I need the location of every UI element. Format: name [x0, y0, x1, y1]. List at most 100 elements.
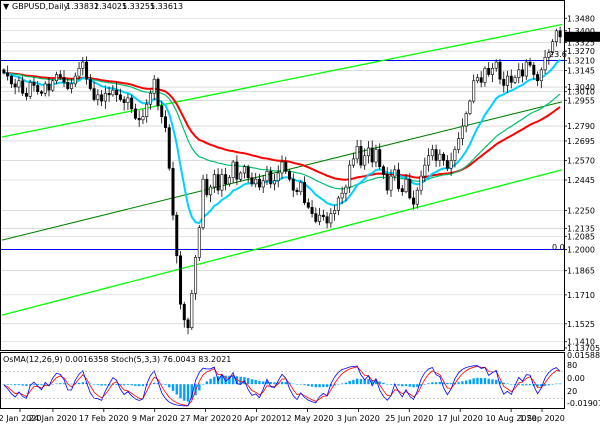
- candle-body-15: [58, 74, 62, 78]
- candle-body-109: [412, 197, 416, 205]
- price-label-17: 1.1865: [567, 267, 595, 276]
- osma-bar-36: [137, 384, 141, 387]
- osma-bar-25: [96, 384, 100, 386]
- price-label-7: 1.3010: [567, 88, 595, 97]
- osma-bar-111: [419, 384, 423, 386]
- candle-body-135: [509, 75, 513, 83]
- candle-body-43: [163, 116, 167, 128]
- time-label-0: 2 Jan 2020: [0, 414, 41, 423]
- price-label-16: 1.2000: [567, 246, 595, 255]
- osma-bar-70: [265, 381, 269, 385]
- fib-00-label: 0.0: [552, 243, 565, 252]
- price-label-12: 1.2445: [567, 176, 595, 185]
- osma-bar-113: [427, 383, 430, 385]
- osma-bar-4: [17, 384, 21, 386]
- osma-bar-61: [231, 375, 235, 385]
- candle-body-141: [532, 64, 536, 75]
- osma-bar-148: [558, 383, 562, 385]
- osma-bar-0: [2, 384, 6, 385]
- candle-body-136: [513, 77, 517, 83]
- candle-body-46: [175, 214, 179, 257]
- osma-bar-9: [36, 384, 39, 386]
- osma-bar-110: [416, 384, 419, 387]
- oscillator-pane-frame: [0, 352, 565, 409]
- candle-body-11: [43, 83, 47, 94]
- candle-body-129: [487, 67, 491, 75]
- osma-bar-40: [153, 382, 156, 385]
- osma-bar-35: [134, 384, 137, 386]
- osma-bar-46: [175, 384, 178, 395]
- candle-body-131: [494, 61, 498, 69]
- osma-bar-138: [521, 384, 524, 386]
- candle-body-22: [85, 61, 89, 80]
- candle-body-12: [47, 83, 51, 91]
- candle-body-146: [551, 41, 555, 53]
- osc-axis-max: 0.015881: [567, 351, 600, 360]
- ohlc-open: 1.33832: [66, 2, 99, 11]
- osma-bar-118: [446, 383, 449, 385]
- osma-bar-87: [329, 384, 333, 387]
- candle-body-144: [543, 57, 547, 71]
- main-pane-frame: [0, 0, 565, 351]
- candle-body-39: [148, 92, 152, 105]
- osma-bar-135: [510, 384, 513, 385]
- osma-bar-10: [40, 384, 43, 386]
- candle-body-125: [472, 80, 476, 102]
- osma-bar-58: [220, 375, 224, 385]
- osma-bar-95: [359, 379, 363, 385]
- candle-body-8: [32, 82, 36, 86]
- osma-bar-122: [461, 381, 464, 385]
- candle-body-61: [231, 161, 235, 178]
- candle-body-148: [558, 30, 562, 38]
- stoch-main-line: [3, 365, 561, 407]
- osma-bar-112: [423, 384, 427, 385]
- candle-body-47: [179, 255, 183, 305]
- candle-body-6: [24, 92, 28, 97]
- price-label-4: 1.3210: [567, 56, 595, 65]
- candle-body-133: [502, 78, 506, 86]
- candle-body-65: [246, 166, 250, 178]
- osma-bar-62: [235, 376, 239, 385]
- osma-bar-8: [32, 384, 36, 386]
- osma-bar-102: [386, 384, 389, 385]
- candle-body-25: [96, 94, 100, 100]
- candle-body-1: [6, 72, 10, 77]
- osma-bar-105: [397, 384, 400, 386]
- candle-body-147: [554, 30, 558, 42]
- candle-body-14: [54, 74, 58, 82]
- candle-body-26: [100, 94, 104, 102]
- osma-bar-56: [213, 376, 216, 385]
- price-label-13: 1.2250: [567, 206, 595, 215]
- osma-bar-82: [310, 384, 314, 387]
- osma-bar-133: [502, 382, 505, 385]
- candle-body-105: [397, 169, 401, 189]
- candle-body-29: [111, 89, 115, 96]
- osma-bar-108: [408, 384, 411, 387]
- osma-bar-94: [355, 378, 359, 385]
- osma-bar-103: [389, 384, 393, 385]
- osma-bar-146: [551, 384, 554, 385]
- candle-body-58: [220, 174, 224, 191]
- candle-body-80: [303, 182, 307, 203]
- candle-body-70: [265, 171, 269, 182]
- candle-body-23: [88, 78, 92, 89]
- osma-bar-116: [438, 382, 442, 385]
- time-label-4: 27 Mar 2020: [180, 414, 231, 423]
- collapse-arrow-icon[interactable]: ▼: [3, 2, 10, 11]
- osma-bar-18: [70, 383, 73, 385]
- candle-body-27: [103, 92, 107, 102]
- candle-body-32: [122, 99, 126, 103]
- price-label-2: 1.3325: [567, 38, 595, 47]
- candle-body-139: [524, 61, 528, 77]
- candle-body-76: [288, 171, 292, 180]
- osma-bar-137: [517, 384, 520, 386]
- candle-body-55: [209, 186, 213, 196]
- time-label-2: 17 Feb 2020: [79, 414, 129, 423]
- stoch-signal-line: [3, 365, 561, 406]
- osma-bar-142: [536, 384, 539, 387]
- candle-body-78: [295, 189, 299, 193]
- candle-body-48: [182, 303, 186, 321]
- candle-body-35: [133, 108, 137, 119]
